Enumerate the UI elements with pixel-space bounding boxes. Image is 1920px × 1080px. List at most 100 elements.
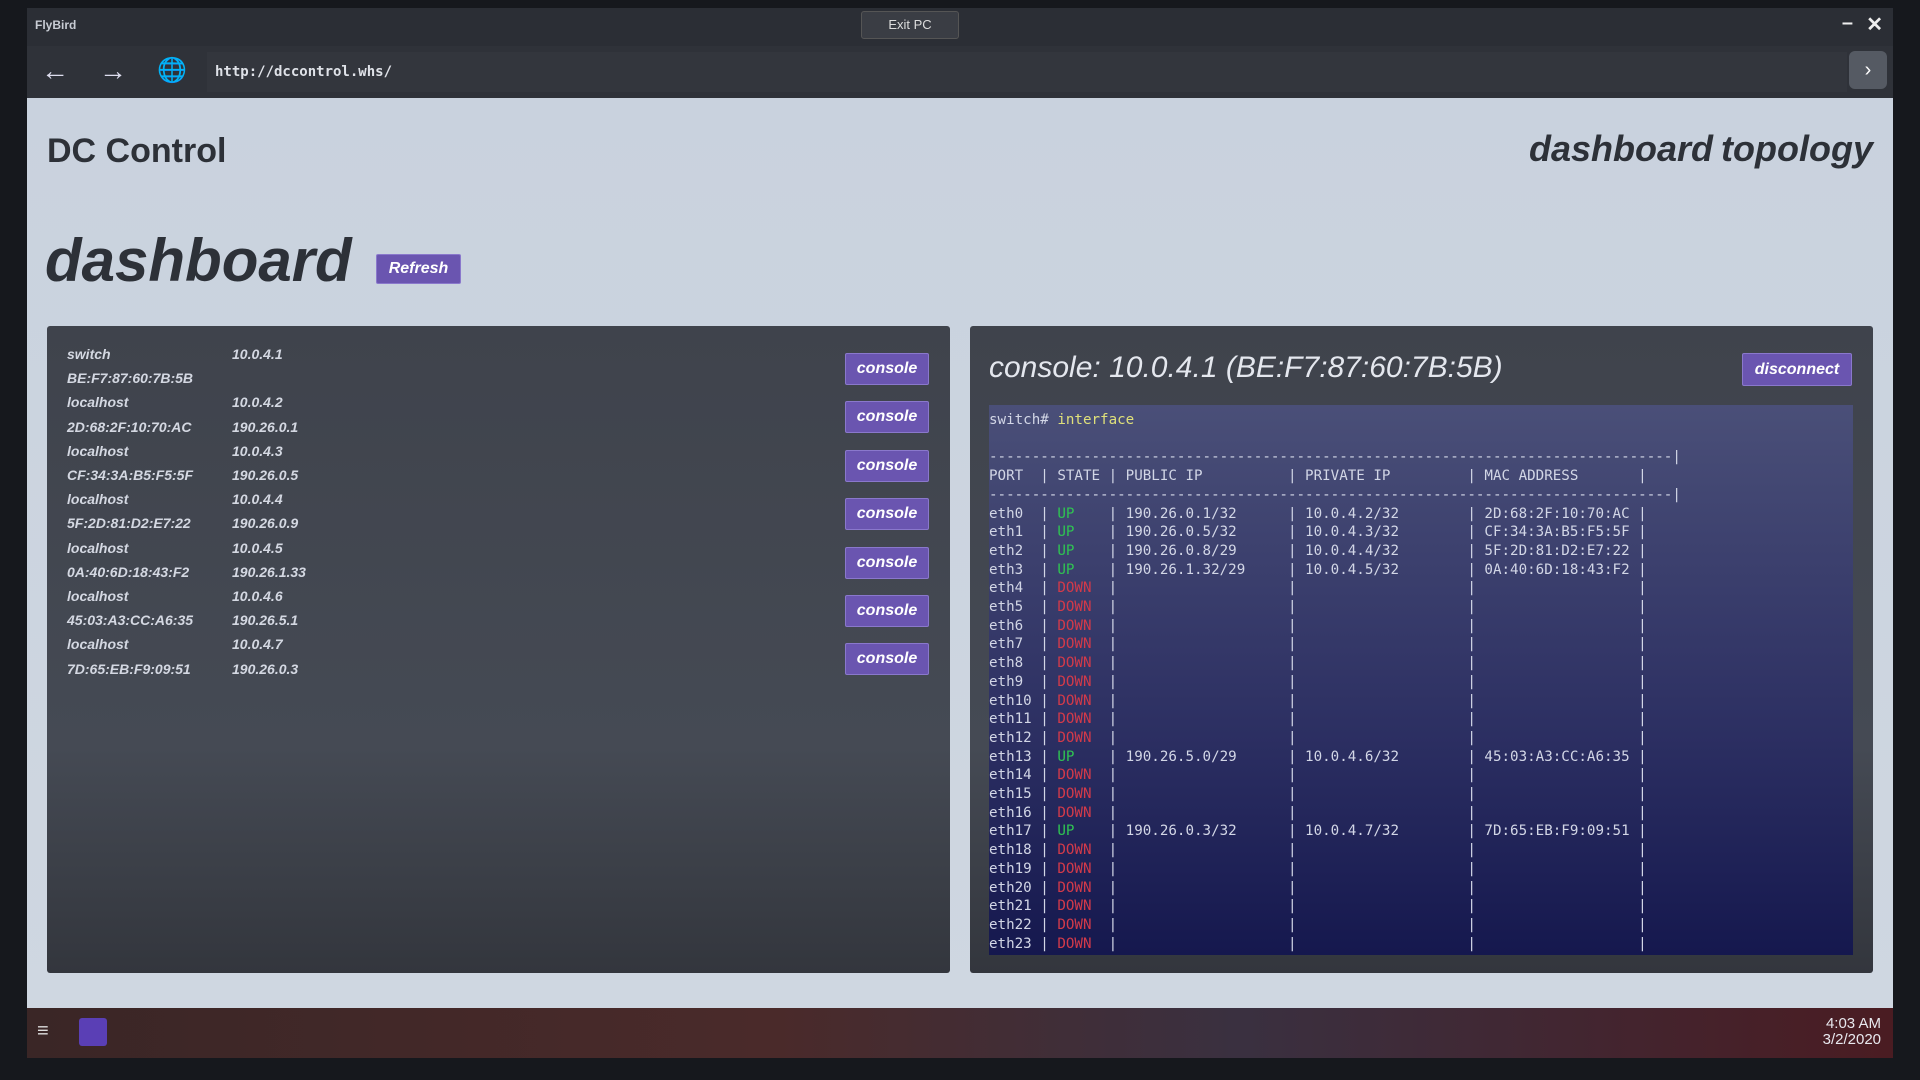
exit-pc-button[interactable]: Exit PC bbox=[861, 11, 959, 39]
taskbar: ≡ 4:03 AM 3/2/2020 bbox=[27, 1008, 1893, 1058]
console-button[interactable]: console bbox=[845, 595, 929, 627]
port-state: DOWN bbox=[1057, 804, 1101, 821]
port-state: UP bbox=[1057, 524, 1101, 541]
port-state: DOWN bbox=[1057, 580, 1101, 597]
globe-icon[interactable]: 🌐 bbox=[157, 57, 187, 84]
port-state: UP bbox=[1057, 542, 1101, 559]
port-state: DOWN bbox=[1057, 729, 1101, 746]
table-row: eth12 | DOWN | | | | bbox=[989, 729, 1647, 746]
device-mac: 0A:40:6D:18:43:F2 bbox=[67, 563, 190, 580]
clock-time: 4:03 AM bbox=[1825, 1015, 1881, 1032]
device-private-ip: 10.0.4.7 bbox=[232, 636, 283, 653]
table-row: eth17 | UP | 190.26.0.3/32 | 10.0.4.7/32… bbox=[989, 823, 1647, 840]
disconnect-button[interactable]: disconnect bbox=[1742, 353, 1852, 386]
address-bar-row: ← → 🌐 http://dccontrol.whs/ › bbox=[27, 46, 1893, 98]
device-private-ip: 10.0.4.3 bbox=[232, 442, 283, 459]
forward-arrow-icon[interactable]: → bbox=[99, 55, 127, 86]
table-row: eth1 | UP | 190.26.0.5/32 | 10.0.4.3/32 … bbox=[989, 524, 1647, 541]
console-button[interactable]: console bbox=[845, 643, 929, 676]
port-state: DOWN bbox=[1057, 786, 1101, 803]
port-state: UP bbox=[1057, 561, 1101, 578]
terminal-output[interactable]: switch# interface ----------------------… bbox=[989, 405, 1853, 955]
minimize-icon[interactable]: – bbox=[1841, 12, 1853, 34]
table-row: eth15 | DOWN | | | | bbox=[989, 786, 1647, 803]
port-state: DOWN bbox=[1057, 842, 1101, 859]
table-row: eth10 | DOWN | | | | bbox=[989, 692, 1647, 709]
device-mac: CF:34:3A:B5:F5:5F bbox=[67, 467, 194, 483]
clock: 4:03 AM 3/2/2020 bbox=[1823, 1016, 1881, 1048]
port-state: UP bbox=[1057, 823, 1101, 840]
table-row: eth9 | DOWN | | | | bbox=[989, 673, 1647, 690]
device-name: localhost bbox=[67, 588, 129, 604]
close-icon[interactable]: ✕ bbox=[1866, 14, 1883, 36]
table-row: eth8 | DOWN | | | | bbox=[989, 655, 1647, 672]
device-public-ip: 190.26.0.1 bbox=[232, 418, 299, 435]
device-list-panel: switch 10.0.4.1 BE:F7:87:60:7B:5B console lo… bbox=[47, 326, 950, 973]
device-public-ip: 190.26.0.9 bbox=[232, 515, 299, 532]
port-state: DOWN bbox=[1057, 916, 1101, 933]
device-private-ip: 10.0.4.1 bbox=[232, 346, 283, 362]
device-name: localhost bbox=[67, 394, 129, 411]
console-button[interactable]: console bbox=[845, 498, 929, 531]
port-state: DOWN bbox=[1057, 655, 1101, 672]
app-launcher-icon[interactable] bbox=[79, 1018, 107, 1046]
table-row: eth2 | UP | 190.26.0.8/29 | 10.0.4.4/32 … bbox=[989, 542, 1647, 559]
app-title: FlyBird bbox=[35, 18, 77, 32]
refresh-button[interactable]: Refresh bbox=[376, 254, 461, 284]
device-private-ip: 10.0.4.2 bbox=[232, 394, 283, 411]
port-state: DOWN bbox=[1057, 935, 1101, 952]
table-row: eth7 | DOWN | | | | bbox=[989, 636, 1647, 653]
device-mac: BE:F7:87:60:7B:5B bbox=[67, 370, 194, 387]
table-row: eth16 | DOWN | | | | bbox=[989, 804, 1647, 821]
table-row: eth14 | DOWN | | | | bbox=[989, 767, 1647, 784]
url-input[interactable]: http://dccontrol.whs/ bbox=[207, 52, 1847, 92]
page-title: dashboard bbox=[45, 227, 352, 294]
port-state: DOWN bbox=[1057, 767, 1101, 784]
port-state: DOWN bbox=[1057, 879, 1101, 896]
console-panel: console: 10.0.4.1 (BE:F7:87:60:7B:5B) di… bbox=[970, 326, 1873, 973]
table-row: eth3 | UP | 190.26.1.32/29 | 10.0.4.5/32… bbox=[989, 561, 1647, 578]
table-row: eth13 | UP | 190.26.5.0/29 | 10.0.4.6/32… bbox=[989, 748, 1647, 765]
table-row: eth18 | DOWN | | | | bbox=[989, 842, 1647, 859]
device-name: localhost bbox=[67, 442, 129, 459]
console-button[interactable]: console bbox=[845, 546, 929, 579]
table-row: eth4 | DOWN | | | | bbox=[989, 580, 1647, 597]
port-state: DOWN bbox=[1057, 636, 1101, 653]
port-state: DOWN bbox=[1057, 898, 1101, 915]
table-row: eth0 | UP | 190.26.0.1/32 | 10.0.4.2/32 … bbox=[989, 505, 1647, 522]
device-public-ip: 190.26.5.1 bbox=[232, 612, 299, 629]
browser-window: FlyBird Exit PC – ✕ ← → 🌐 http://dccontr… bbox=[27, 8, 1893, 1058]
port-state: DOWN bbox=[1057, 711, 1101, 728]
back-arrow-icon[interactable]: ← bbox=[41, 55, 69, 86]
go-icon[interactable]: › bbox=[1849, 51, 1887, 89]
menu-icon[interactable]: ≡ bbox=[37, 1020, 49, 1042]
device-public-ip: 190.26.1.33 bbox=[232, 563, 306, 580]
device-public-ip: 190.26.0.5 bbox=[232, 467, 299, 483]
site-brand[interactable]: DC Control bbox=[47, 132, 227, 170]
console-button[interactable]: console bbox=[845, 401, 929, 434]
console-button[interactable]: console bbox=[845, 449, 929, 482]
device-mac: 2D:68:2F:10:70:AC bbox=[67, 418, 192, 435]
table-row: eth21 | DOWN | | | | bbox=[989, 898, 1647, 915]
command: interface bbox=[1057, 412, 1135, 428]
device-name: switch bbox=[67, 346, 111, 362]
port-state: UP bbox=[1057, 954, 1100, 955]
device-name: localhost bbox=[67, 491, 129, 508]
nav-dashboard[interactable]: dashboard bbox=[1528, 128, 1713, 169]
port-state: UP bbox=[1057, 748, 1101, 765]
device-private-ip: 10.0.4.5 bbox=[232, 539, 283, 556]
terminal-text: switch# interface ----------------------… bbox=[989, 411, 1853, 955]
device-mac: 7D:65:EB:F9:09:51 bbox=[67, 660, 191, 677]
device-name: localhost bbox=[67, 539, 129, 556]
device-private-ip: 10.0.4.4 bbox=[232, 491, 283, 508]
device-private-ip: 10.0.4.6 bbox=[232, 588, 283, 604]
table-row: eth23 | DOWN | | | | bbox=[989, 935, 1647, 952]
port-state: UP bbox=[1057, 505, 1101, 522]
device-name: localhost bbox=[67, 636, 129, 653]
console-button[interactable]: console bbox=[845, 353, 929, 385]
device-public-ip: 190.26.0.3 bbox=[232, 660, 299, 677]
port-state: DOWN bbox=[1057, 617, 1101, 634]
nav-topology[interactable]: topology bbox=[1721, 128, 1873, 169]
table-row: eth6 | DOWN | | | | bbox=[989, 617, 1647, 634]
table-row: eth22 | DOWN | | | | bbox=[989, 916, 1647, 933]
